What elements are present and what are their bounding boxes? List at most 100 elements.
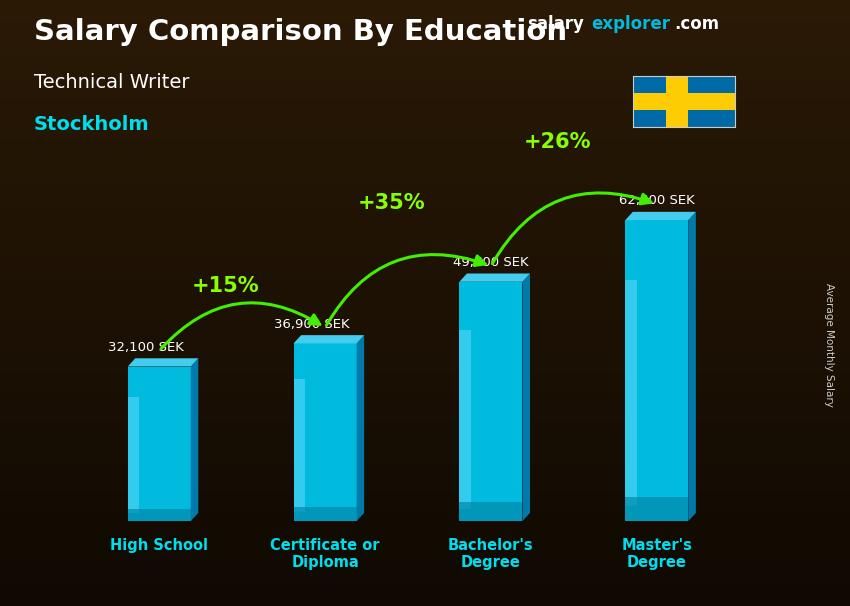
Bar [0, 106, 850, 109]
Bar [0, 527, 850, 530]
Bar [0, 409, 850, 412]
Text: +15%: +15% [192, 276, 259, 296]
Text: .com: .com [674, 15, 719, 33]
Bar [0, 603, 850, 606]
Bar [0, 176, 850, 179]
Bar [0, 406, 850, 409]
Bar [0, 270, 850, 273]
Bar [0, 45, 850, 48]
Bar [0, 309, 850, 312]
Text: Average Monthly Salary: Average Monthly Salary [824, 284, 834, 407]
Bar [0, 539, 850, 542]
Bar [0, 358, 850, 361]
Bar [0, 221, 850, 224]
Bar [0, 448, 850, 451]
Bar [0, 185, 850, 188]
Bar [0, 542, 850, 545]
Bar [0, 394, 850, 397]
Bar [0, 67, 850, 70]
Bar [128, 398, 139, 513]
Bar [0, 515, 850, 518]
Bar [0, 224, 850, 227]
Bar [0, 158, 850, 161]
Polygon shape [626, 212, 696, 220]
Bar [0, 264, 850, 267]
Bar [0, 61, 850, 64]
Bar [0, 361, 850, 364]
Bar [0, 445, 850, 448]
Bar [0, 3, 850, 6]
Bar [0, 600, 850, 603]
Polygon shape [688, 212, 696, 521]
Bar [0, 91, 850, 94]
Bar [0, 503, 850, 506]
Bar [0, 461, 850, 464]
Bar [0, 79, 850, 82]
Text: 32,100 SEK: 32,100 SEK [108, 341, 184, 354]
Bar [0, 485, 850, 488]
Bar [0, 558, 850, 561]
Bar [0, 491, 850, 494]
Bar [0, 367, 850, 370]
Bar [0, 27, 850, 30]
Bar [0, 355, 850, 358]
Bar [0, 85, 850, 88]
Bar [0, 594, 850, 597]
Bar [0, 336, 850, 339]
Bar [0, 482, 850, 485]
Bar [0, 64, 850, 67]
Bar [0, 451, 850, 454]
Bar [0, 215, 850, 218]
Bar [0, 315, 850, 318]
Bar [0, 376, 850, 379]
Bar [0, 73, 850, 76]
Text: salary: salary [527, 15, 584, 33]
Bar [0, 155, 850, 158]
Polygon shape [357, 335, 364, 521]
Bar [0, 127, 850, 130]
Bar [0, 561, 850, 564]
Bar [0, 439, 850, 442]
Bar [0, 573, 850, 576]
Bar [0, 194, 850, 197]
Bar [0, 321, 850, 324]
Bar [0, 312, 850, 315]
Bar [0, 173, 850, 176]
Bar [0, 388, 850, 391]
Bar [0, 100, 850, 103]
Bar [0, 400, 850, 403]
Bar [0, 233, 850, 236]
Bar [0, 570, 850, 573]
Bar [0, 218, 850, 221]
Bar [0, 530, 850, 533]
Bar [0, 242, 850, 245]
Bar [0, 533, 850, 536]
Bar [0, 436, 850, 439]
Bar [0, 152, 850, 155]
Bar [0, 206, 850, 209]
Bar [0, 261, 850, 264]
Bar [0, 276, 850, 279]
Bar [0, 145, 850, 148]
Text: 62,500 SEK: 62,500 SEK [619, 195, 694, 207]
Bar [0, 9, 850, 12]
Bar [0, 345, 850, 348]
Bar [0, 267, 850, 270]
Bar [0, 236, 850, 239]
Bar [0, 273, 850, 276]
Bar [0, 479, 850, 482]
Bar [0, 18, 850, 21]
Bar [0, 136, 850, 139]
Bar [0, 418, 850, 421]
Bar [0, 509, 850, 512]
Polygon shape [523, 273, 530, 521]
Bar [0, 55, 850, 58]
Bar [0, 327, 850, 330]
Bar [0, 21, 850, 24]
Bar [0, 433, 850, 436]
Bar [0, 288, 850, 291]
Bar [0, 415, 850, 418]
Bar [0, 239, 850, 242]
Text: Salary Comparison By Education: Salary Comparison By Education [34, 18, 567, 46]
Bar [0, 230, 850, 233]
